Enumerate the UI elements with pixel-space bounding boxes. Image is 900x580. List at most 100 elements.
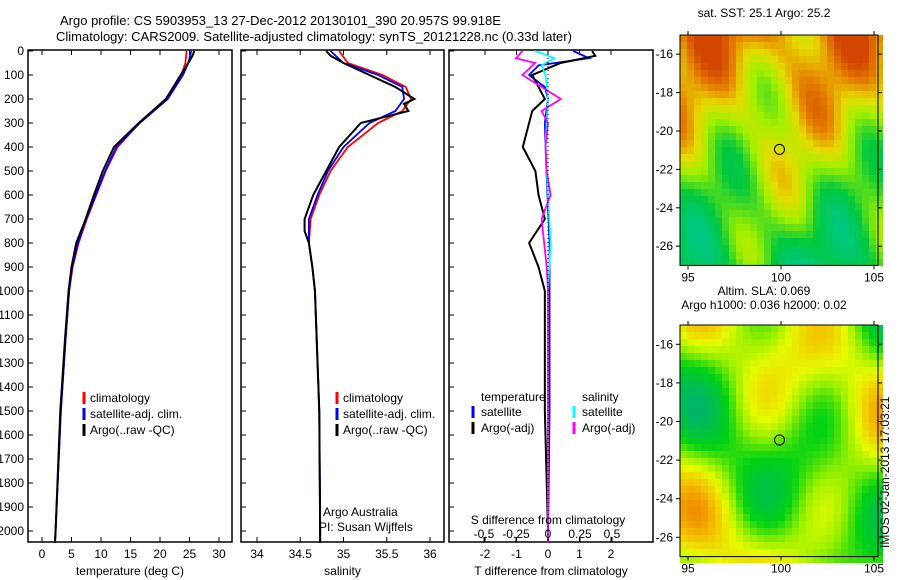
map-cell <box>820 140 827 147</box>
map-cell <box>750 196 757 203</box>
map-cell <box>792 63 799 70</box>
map-cell <box>680 154 687 161</box>
map-cell <box>701 63 708 70</box>
map-cell <box>722 245 729 252</box>
map-cell <box>736 367 743 374</box>
map-cell <box>680 549 687 556</box>
map-cell <box>729 402 736 409</box>
map-cell <box>820 133 827 140</box>
map-cell <box>869 252 876 259</box>
map-cell <box>841 238 848 245</box>
map-cell <box>701 49 708 56</box>
map-cell <box>855 252 862 259</box>
map-cell <box>827 238 834 245</box>
map-cell <box>813 444 820 451</box>
map-cell <box>792 500 799 507</box>
map-cell <box>764 549 771 556</box>
map-cell <box>855 374 862 381</box>
map-cell <box>806 339 813 346</box>
map-cell <box>729 346 736 353</box>
map-cell <box>785 175 792 182</box>
map-cell <box>757 112 764 119</box>
map-cell <box>855 430 862 437</box>
map-cell <box>722 549 729 556</box>
map-cell <box>729 49 736 56</box>
map-cell <box>820 217 827 224</box>
map-cell <box>841 514 848 521</box>
map-cell <box>701 360 708 367</box>
map-cell <box>701 154 708 161</box>
map-cell <box>785 203 792 210</box>
map-cell <box>694 507 701 514</box>
map-cell <box>687 458 694 465</box>
map-cell <box>869 332 876 339</box>
map-y-tick-label: -24 <box>656 201 674 215</box>
map-cell <box>708 472 715 479</box>
map-cell <box>841 556 848 563</box>
map-cell <box>687 70 694 77</box>
map-cell <box>792 231 799 238</box>
map-cell <box>729 63 736 70</box>
map-cell <box>736 353 743 360</box>
map-cell <box>750 514 757 521</box>
map-cell <box>729 360 736 367</box>
map-cell <box>876 514 883 521</box>
map-cell <box>757 381 764 388</box>
map-cell <box>841 325 848 332</box>
map-cell <box>876 238 883 245</box>
map-cell <box>827 63 834 70</box>
map-cell <box>764 245 771 252</box>
map-cell <box>680 556 687 563</box>
map-cell <box>687 161 694 168</box>
map-cell <box>820 105 827 112</box>
map-cell <box>806 486 813 493</box>
map-cell <box>701 175 708 182</box>
map-cell <box>708 147 715 154</box>
map-cell <box>764 493 771 500</box>
map-cell <box>750 430 757 437</box>
map-cell <box>848 133 855 140</box>
map-cell <box>869 458 876 465</box>
map-cell <box>792 409 799 416</box>
map-cell <box>771 252 778 259</box>
map-cell <box>834 91 841 98</box>
map-cell <box>848 49 855 56</box>
map-cell <box>862 56 869 63</box>
map-cell <box>708 231 715 238</box>
map-cell <box>722 217 729 224</box>
map-cell <box>834 542 841 549</box>
map-cell <box>708 161 715 168</box>
legend-label: satellite <box>481 405 522 419</box>
map-cell <box>722 507 729 514</box>
map-cell <box>862 70 869 77</box>
map-cell <box>743 465 750 472</box>
legend-label: satellite-adj. clim. <box>343 407 435 421</box>
map-cell <box>834 332 841 339</box>
map-cell <box>694 374 701 381</box>
map-cell <box>764 252 771 259</box>
map-cell <box>848 238 855 245</box>
map-cell <box>736 119 743 126</box>
map-cell <box>708 133 715 140</box>
map-cell <box>687 49 694 56</box>
map-cell <box>778 542 785 549</box>
map-cell <box>715 49 722 56</box>
map-cell <box>729 238 736 245</box>
map-cell <box>862 168 869 175</box>
sla-map-frame <box>679 324 879 558</box>
map-cell <box>736 224 743 231</box>
map-cell <box>736 430 743 437</box>
map-cell <box>680 84 687 91</box>
map-cell <box>743 444 750 451</box>
map-cell <box>806 189 813 196</box>
map-cell <box>722 112 729 119</box>
map-cell <box>757 63 764 70</box>
map-cell <box>722 42 729 49</box>
map-cell <box>729 245 736 252</box>
map-cell <box>827 325 834 332</box>
map-cell <box>820 556 827 563</box>
map-cell <box>743 56 750 63</box>
y-tick-label: 900 <box>4 260 24 274</box>
map-cell <box>799 395 806 402</box>
map-cell <box>848 409 855 416</box>
